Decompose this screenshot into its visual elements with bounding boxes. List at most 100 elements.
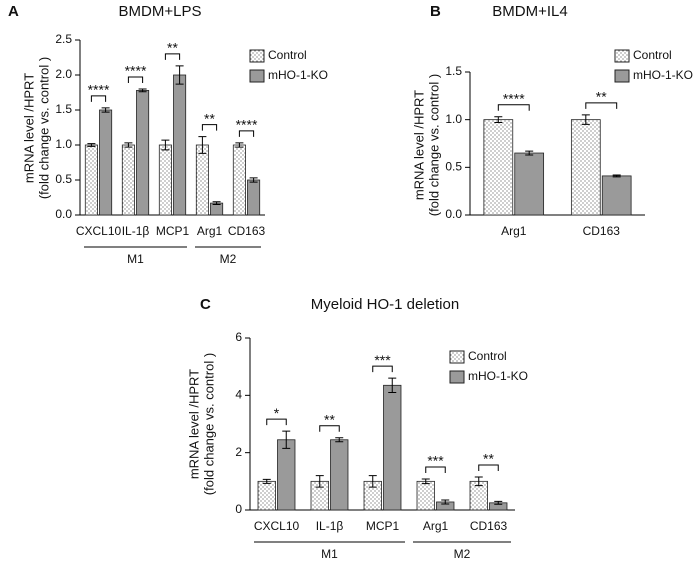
error-bar: [235, 142, 244, 148]
bar: [158, 144, 172, 216]
y-tick-label: 2.5: [55, 32, 72, 46]
y-tick-label: 0: [235, 502, 242, 516]
legend-swatch: [614, 49, 630, 63]
bar: [247, 179, 261, 216]
bar: [483, 119, 514, 216]
panel-label: B: [430, 3, 441, 20]
panel-label: A: [8, 3, 19, 20]
bar: [514, 152, 545, 216]
legend-label: Control: [468, 349, 507, 363]
y-axis-title: (fold change vs. control ): [426, 74, 441, 216]
error-bar: [212, 201, 221, 205]
sig-label: ***: [427, 453, 444, 469]
sig-bracket: [266, 418, 287, 426]
sig-label: ****: [125, 63, 147, 79]
sig-bracket: [372, 365, 393, 373]
error-bar: [101, 107, 110, 113]
error-bar: [282, 430, 291, 449]
y-tick-label: 1.0: [55, 137, 72, 151]
y-axis-title: mRNA level /HPRT: [186, 369, 201, 479]
bar: [173, 74, 187, 216]
y-tick-label: 1.0: [445, 112, 462, 126]
legend-swatch: [249, 49, 265, 63]
chart-title: Myeloid HO-1 deletion: [311, 296, 459, 313]
sig-bracket: [90, 95, 107, 102]
bar: [136, 90, 150, 216]
bar: [383, 384, 402, 511]
error-bar: [581, 114, 590, 125]
legend-swatch: [249, 69, 265, 83]
error-bar: [441, 499, 450, 505]
sig-bracket: [585, 102, 618, 109]
x-tick-label: IL-1β: [316, 519, 344, 533]
x-tick-label: CXCL10: [254, 519, 300, 533]
y-tick-label: 0.5: [445, 160, 462, 174]
legend-label: mHO-1-KO: [633, 68, 693, 82]
x-tick-label: Arg1: [423, 519, 449, 533]
error-bar: [124, 142, 133, 148]
sig-bracket: [164, 53, 181, 60]
legend-label: mHO-1-KO: [468, 369, 528, 383]
bar: [330, 439, 349, 511]
legend-swatch: [614, 69, 630, 83]
legend-swatch: [449, 350, 465, 364]
error-bar: [388, 377, 397, 393]
bar: [99, 109, 113, 216]
bar: [416, 480, 435, 511]
x-tick-label: CD163: [470, 519, 508, 533]
y-tick-label: 6: [235, 330, 242, 344]
group-label: M1: [321, 547, 338, 561]
x-tick-label: CXCL10: [76, 224, 122, 238]
sig-label: ****: [503, 91, 525, 107]
y-axis-title: (fold change vs. control ): [36, 57, 51, 199]
bar: [84, 144, 98, 216]
legend-label: Control: [633, 48, 672, 62]
chart-title: BMDM+LPS: [119, 3, 202, 20]
bar: [257, 480, 276, 511]
chart-title: BMDM+IL4: [492, 3, 567, 20]
error-bar: [494, 116, 503, 124]
x-tick-label: MCP1: [156, 224, 190, 238]
error-bar: [249, 177, 258, 183]
x-tick-label: Arg1: [197, 224, 223, 238]
sig-label: ***: [374, 352, 391, 368]
sig-label: ****: [88, 82, 110, 98]
legend-label: mHO-1-KO: [268, 68, 328, 82]
legend-label: Control: [268, 48, 307, 62]
y-tick-label: 2: [235, 445, 242, 459]
error-bar: [138, 88, 147, 93]
y-tick-label: 0.0: [55, 207, 72, 221]
sig-label: **: [596, 89, 607, 105]
group-label: M1: [127, 252, 144, 266]
x-tick-label: CD163: [583, 224, 621, 238]
x-tick-label: Arg1: [501, 224, 527, 238]
sig-label: **: [483, 451, 494, 467]
sig-label: **: [204, 110, 215, 126]
x-tick-label: IL-1β: [122, 224, 150, 238]
error-bar: [198, 136, 207, 154]
bar: [121, 144, 135, 216]
y-tick-label: 0.5: [55, 172, 72, 186]
error-bar: [612, 174, 621, 178]
bar: [195, 144, 209, 216]
error-bar: [525, 150, 534, 156]
bar: [601, 175, 632, 216]
error-bar: [368, 475, 377, 488]
sig-label: **: [167, 40, 178, 56]
error-bar: [315, 475, 324, 488]
x-tick-label: MCP1: [366, 519, 400, 533]
error-bar: [474, 476, 483, 487]
sig-bracket: [127, 76, 144, 83]
bar: [277, 439, 296, 511]
group-label: M2: [454, 547, 471, 561]
error-bar: [262, 478, 271, 484]
y-tick-label: 1.5: [445, 64, 462, 78]
sig-bracket: [201, 124, 218, 131]
error-bar: [175, 65, 184, 85]
error-bar: [494, 500, 503, 505]
sig-bracket: [238, 130, 255, 137]
error-bar: [421, 478, 430, 485]
error-bar: [87, 143, 96, 147]
y-tick-label: 2.0: [55, 67, 72, 81]
